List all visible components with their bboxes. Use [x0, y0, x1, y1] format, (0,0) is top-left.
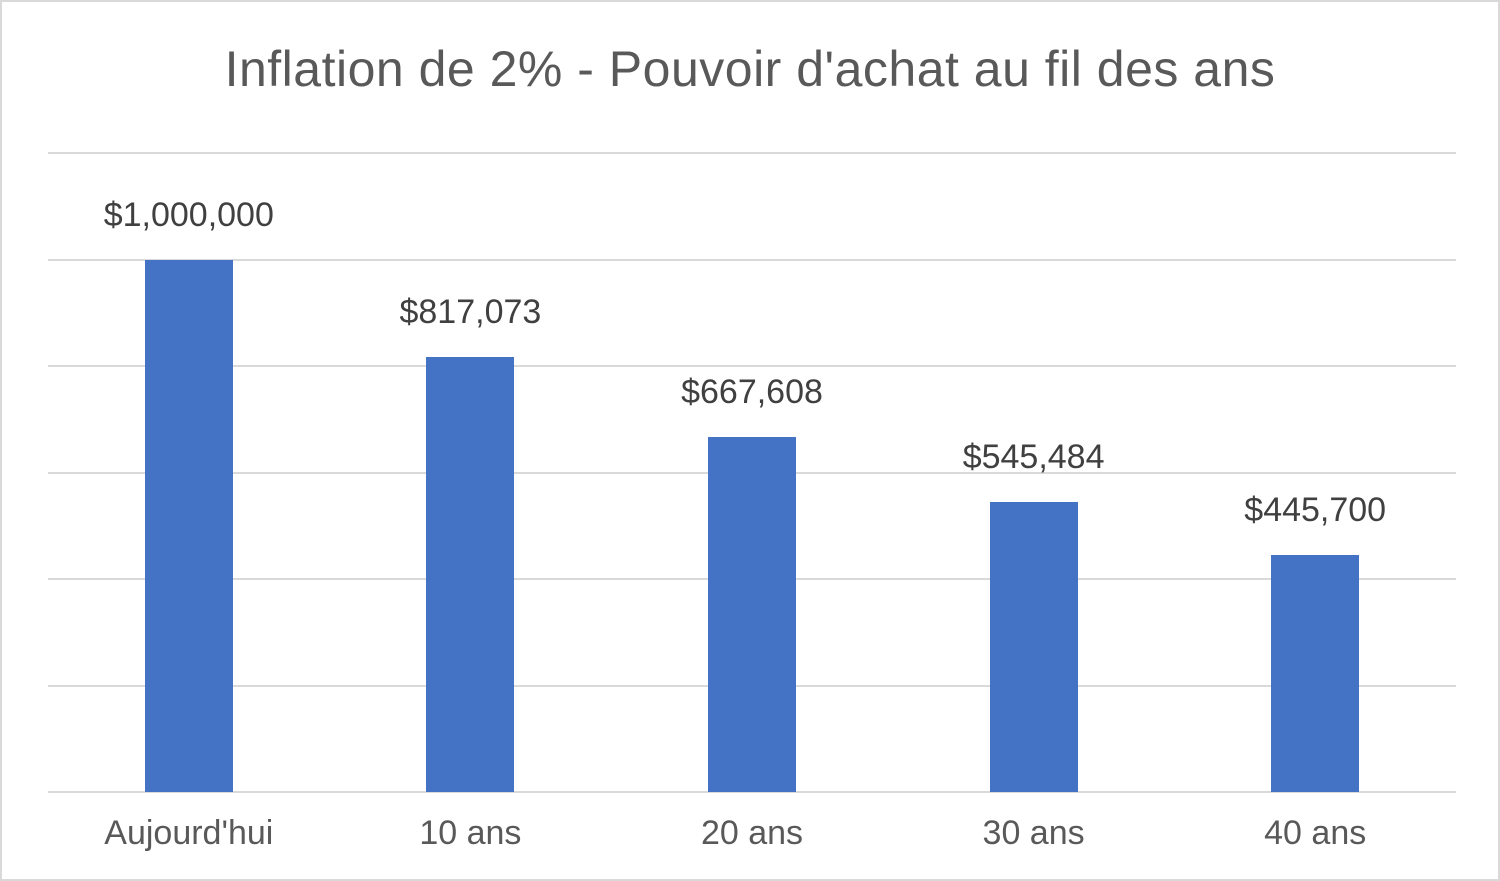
data-label-3: $667,608: [681, 372, 823, 411]
bar-2: [426, 356, 515, 792]
data-label-2: $817,073: [399, 292, 542, 331]
bar-4: [989, 501, 1078, 792]
bar-3: [708, 436, 796, 792]
chart-title: Inflation de 2% - Pouvoir d'achat au fil…: [224, 41, 1276, 97]
x-axis-label-4: 30 ans: [982, 814, 1085, 852]
x-axis: Aujourd'hui 10 ans 20 ans 30 ans 40 ans: [48, 810, 1456, 858]
data-label-4: $545,484: [962, 437, 1105, 476]
plot-area: $1,000,000 $817,073 $667,608 $545,484 $445,7…: [48, 152, 1456, 793]
bar-1: [144, 259, 233, 792]
gridline: [48, 152, 1456, 154]
data-label-5: $445,700: [1244, 490, 1387, 529]
x-axis-label-5: 40 ans: [1264, 814, 1367, 852]
x-axis-label-2: 10 ans: [419, 814, 522, 852]
x-axis-line: [48, 791, 1456, 793]
gridline: [48, 365, 1456, 367]
data-label-1: $1,000,000: [103, 195, 274, 234]
gridline: [48, 258, 1456, 261]
x-axis-label-1: Aujourd'hui: [104, 814, 274, 852]
x-axis-label-3: 20 ans: [700, 814, 804, 852]
bar-5: [1271, 554, 1360, 792]
